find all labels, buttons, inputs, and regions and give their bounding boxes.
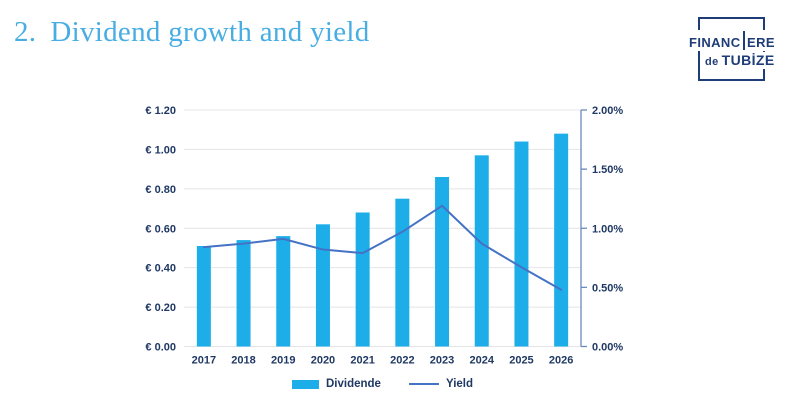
page-title: 2. Dividend growth and yield bbox=[14, 16, 370, 49]
bar-2018 bbox=[236, 240, 251, 347]
legend-item-yield: Yield bbox=[408, 378, 474, 390]
right-axis-tick-label: 0.50% bbox=[592, 282, 623, 294]
x-axis-label-2021: 2021 bbox=[350, 355, 374, 367]
legend-item-dividende: Dividende bbox=[291, 378, 381, 390]
x-axis-label-2026: 2026 bbox=[549, 355, 573, 367]
bar-2023 bbox=[435, 177, 450, 347]
bar-2020 bbox=[315, 224, 330, 347]
bar-2021 bbox=[355, 212, 370, 347]
x-axis-label-2018: 2018 bbox=[231, 355, 255, 367]
legend-label-dividende: Dividende bbox=[325, 378, 381, 390]
bar-2026 bbox=[554, 133, 569, 347]
left-axis-tick-label: € 1.00 bbox=[145, 144, 176, 156]
title-text: Dividend growth and yield bbox=[50, 16, 370, 48]
bar-2017 bbox=[196, 245, 211, 347]
company-logo: FINANC ERE de TUBİZE bbox=[686, 8, 778, 86]
chart-legend: Dividende Yield bbox=[184, 378, 581, 390]
x-axis-label-2025: 2025 bbox=[509, 355, 533, 367]
chart-plot: € 0.00 € 0.20 € 0.40 € 0.60 € 0.80 € 1.00 € 1.… bbox=[145, 105, 623, 367]
left-axis-tick-label: € 1.20 bbox=[145, 105, 176, 117]
logo-text-de: de bbox=[705, 56, 719, 68]
right-axis-tick-label: 2.00% bbox=[592, 105, 623, 117]
logo-text-tubize: TUBİZE bbox=[721, 52, 775, 68]
x-axis-label-2024: 2024 bbox=[470, 355, 495, 367]
x-axis-label-2022: 2022 bbox=[390, 355, 414, 367]
logo-text-financ: FINANC bbox=[689, 35, 741, 50]
dividende-swatch-icon bbox=[291, 379, 319, 389]
logo-i-bar bbox=[742, 31, 746, 50]
yield-swatch-icon bbox=[408, 383, 439, 385]
right-axis-tick-label: 0.00% bbox=[592, 342, 623, 354]
left-axis-tick-label: € 0.00 bbox=[145, 342, 176, 354]
bar-2019 bbox=[276, 236, 291, 347]
x-axis-label-2020: 2020 bbox=[311, 355, 335, 367]
title-number: 2. bbox=[14, 16, 37, 48]
bar-2022 bbox=[395, 198, 410, 347]
bar-2025 bbox=[514, 141, 529, 347]
left-axis-tick-label: € 0.80 bbox=[145, 184, 176, 196]
x-axis-label-2019: 2019 bbox=[271, 355, 295, 367]
x-axis-label-2023: 2023 bbox=[430, 355, 454, 367]
dividend-yield-chart: € 0.00 € 0.20 € 0.40 € 0.60 € 0.80 € 1.00 € 1.… bbox=[0, 90, 794, 400]
left-axis-tick-label: € 0.20 bbox=[145, 302, 176, 314]
logo-name-line: FINANC ERE bbox=[687, 30, 777, 51]
logo-city-line: de TUBİZE bbox=[702, 52, 778, 69]
right-axis-tick-label: 1.00% bbox=[592, 223, 623, 235]
legend-label-yield: Yield bbox=[445, 378, 474, 390]
yield-line bbox=[202, 204, 563, 291]
logo-text-ere: ERE bbox=[747, 35, 775, 50]
bar-2024 bbox=[474, 155, 489, 347]
left-axis-tick-label: € 0.60 bbox=[145, 223, 176, 235]
x-axis-label-2017: 2017 bbox=[192, 355, 216, 367]
left-axis-tick-label: € 0.40 bbox=[145, 263, 176, 275]
right-axis-tick-label: 1.50% bbox=[592, 164, 623, 176]
